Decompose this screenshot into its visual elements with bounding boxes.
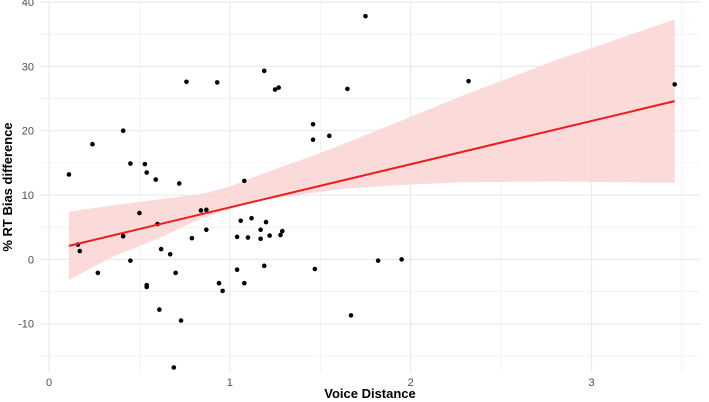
- data-point: [278, 232, 283, 238]
- data-points: [66, 13, 677, 370]
- data-point: [128, 161, 133, 166]
- data-point: [245, 235, 251, 240]
- data-point: [272, 87, 278, 92]
- data-point: [120, 233, 126, 239]
- tick-labels: 0 1 2 3 -10 0 10 20 30 40: [18, 0, 594, 389]
- data-point: [327, 133, 332, 139]
- x-tick-label: 0: [46, 377, 52, 389]
- data-point: [220, 288, 225, 294]
- x-axis-title: Voice Distance: [324, 386, 416, 401]
- y-tick-label: 30: [22, 61, 34, 73]
- data-point: [399, 257, 404, 262]
- y-tick-label: -10: [18, 319, 34, 331]
- data-point: [234, 234, 240, 240]
- data-point: [263, 219, 269, 225]
- y-tick-label: 10: [22, 190, 34, 202]
- data-point: [204, 227, 209, 233]
- data-point: [214, 80, 220, 85]
- data-point: [261, 68, 267, 74]
- data-point: [276, 85, 281, 90]
- data-point: [466, 78, 471, 84]
- data-point: [242, 280, 247, 286]
- x-tick-label: 2: [408, 377, 414, 389]
- data-point: [171, 365, 177, 370]
- data-point: [157, 307, 162, 312]
- data-point: [258, 236, 263, 242]
- data-point: [216, 280, 222, 286]
- data-point: [178, 318, 184, 323]
- data-point: [375, 258, 381, 263]
- grid: [40, 1, 700, 372]
- data-point: [144, 170, 149, 175]
- data-point: [261, 263, 267, 269]
- data-point: [77, 248, 83, 254]
- data-point: [90, 141, 95, 147]
- data-point: [176, 181, 182, 186]
- x-tick-label: 3: [588, 377, 594, 389]
- data-point: [234, 267, 240, 272]
- data-point: [242, 178, 247, 184]
- data-point: [310, 121, 316, 127]
- data-point: [167, 251, 173, 257]
- data-point: [267, 233, 272, 238]
- data-point: [238, 218, 244, 224]
- data-point: [95, 270, 101, 276]
- x-tick-label: 1: [227, 377, 233, 389]
- data-point: [363, 13, 368, 19]
- data-point: [120, 128, 126, 133]
- data-point: [66, 172, 72, 177]
- data-point: [345, 86, 350, 92]
- data-point: [189, 235, 195, 241]
- confidence-band: [68, 19, 675, 280]
- regression-line: [68, 100, 675, 247]
- data-point: [142, 161, 148, 167]
- data-point: [173, 270, 178, 276]
- data-point: [137, 210, 142, 216]
- data-point: [204, 207, 209, 213]
- data-point: [144, 284, 149, 290]
- data-point: [348, 313, 354, 318]
- data-point: [310, 137, 316, 143]
- data-point: [153, 177, 159, 182]
- y-tick-label: 0: [28, 254, 34, 266]
- data-point: [128, 258, 133, 263]
- y-axis-title: % RT Bias difference: [0, 122, 15, 251]
- data-point: [198, 208, 204, 213]
- data-point: [312, 266, 318, 272]
- data-point: [672, 82, 677, 87]
- data-point: [184, 79, 189, 85]
- y-tick-label: 20: [22, 126, 34, 138]
- data-point: [258, 227, 263, 233]
- data-point: [158, 246, 164, 252]
- data-point: [280, 228, 285, 234]
- data-point: [249, 215, 254, 221]
- y-tick-label: 40: [22, 0, 34, 9]
